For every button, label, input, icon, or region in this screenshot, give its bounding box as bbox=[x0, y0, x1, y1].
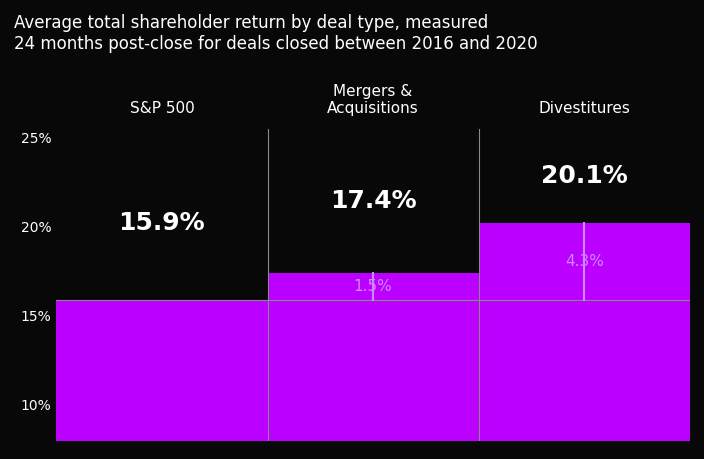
Text: Average total shareholder return by deal type, measured
24 months post-close for: Average total shareholder return by deal… bbox=[14, 14, 538, 53]
Text: 17.4%: 17.4% bbox=[329, 189, 417, 213]
Bar bbox=[56, 300, 268, 441]
Bar bbox=[479, 300, 690, 441]
Bar bbox=[56, 129, 268, 300]
Text: 1.5%: 1.5% bbox=[353, 279, 393, 294]
Text: 15.9%: 15.9% bbox=[118, 211, 206, 235]
Bar bbox=[268, 129, 479, 273]
Bar bbox=[479, 129, 690, 223]
Bar bbox=[268, 273, 479, 300]
Text: 20.1%: 20.1% bbox=[541, 164, 628, 188]
Text: S&P 500: S&P 500 bbox=[130, 101, 194, 116]
Bar bbox=[479, 223, 690, 300]
Text: 4.3%: 4.3% bbox=[565, 254, 604, 269]
Bar bbox=[268, 300, 479, 441]
Text: Divestitures: Divestitures bbox=[539, 101, 630, 116]
Text: Mergers &
Acquisitions: Mergers & Acquisitions bbox=[327, 84, 419, 116]
